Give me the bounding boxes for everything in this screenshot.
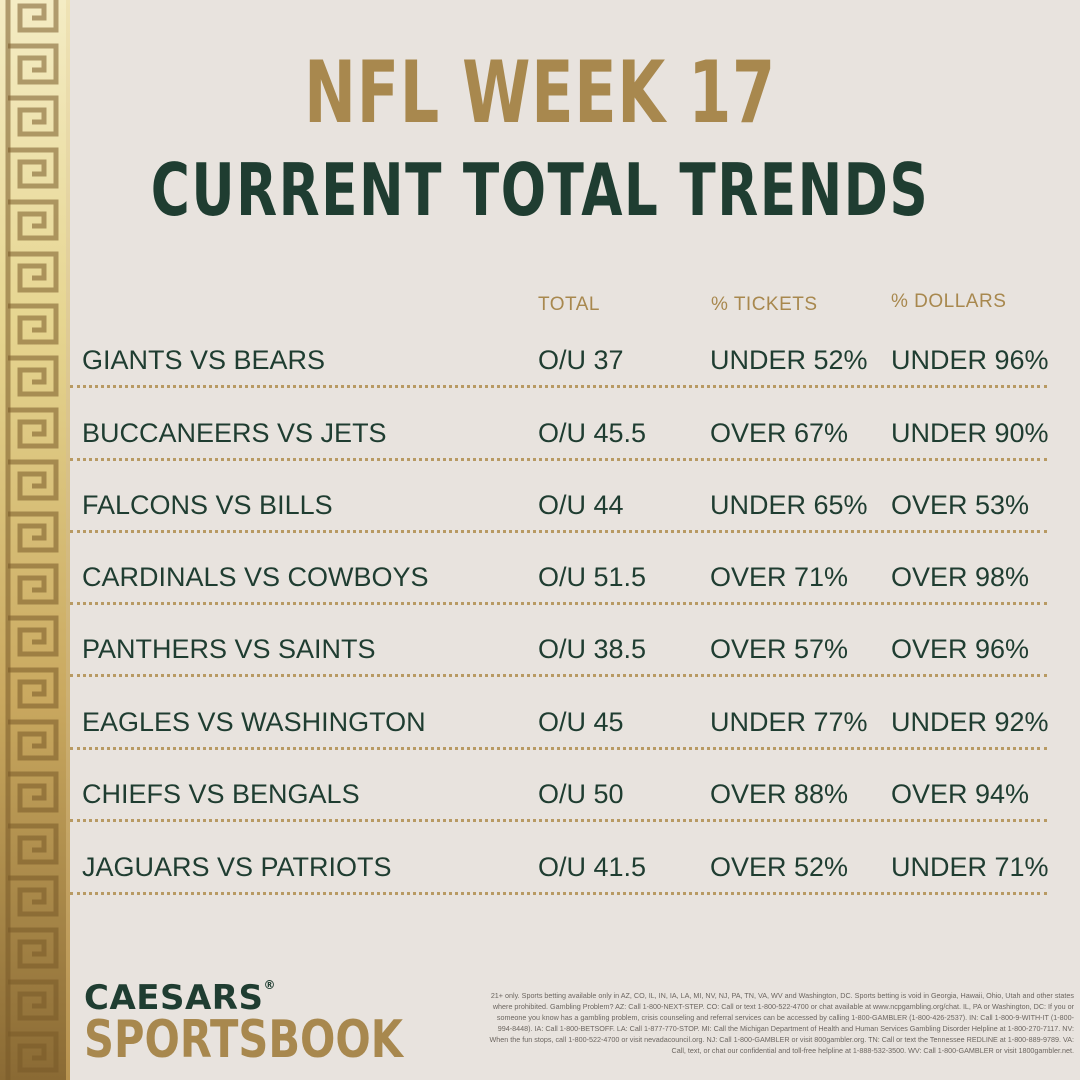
column-header-dollars: % DOLLARS — [891, 291, 1007, 312]
matchup-cell: BUCCANEERS VS JETS — [82, 418, 387, 448]
greek-key-segment — [8, 719, 59, 761]
total-cell: O/U 51.5 — [538, 562, 647, 592]
greek-key-border — [0, 0, 66, 1080]
matchup-cell: FALCONS VS BILLS — [82, 490, 333, 520]
table-row: PANTHERS VS SAINTS O/U 38.5 OVER 57% OVE… — [70, 634, 1047, 706]
dollars-cell: UNDER 71% — [891, 852, 1049, 882]
column-header-total: TOTAL — [538, 294, 600, 315]
total-cell: O/U 45.5 — [538, 418, 647, 448]
matchup-cell: PANTHERS VS SAINTS — [82, 634, 376, 664]
tickets-cell: UNDER 52% — [710, 345, 868, 375]
table-row: EAGLES VS WASHINGTON O/U 45 UNDER 77% UN… — [70, 707, 1049, 779]
greek-key-segment — [8, 511, 59, 553]
greek-key-segment — [8, 147, 59, 189]
greek-key-segment — [17, 0, 59, 33]
greek-key-segment — [8, 979, 59, 1021]
legal-disclaimer: 21+ only. Sports betting available only … — [489, 991, 1074, 1055]
dollars-cell: UNDER 92% — [891, 707, 1049, 737]
greek-key-segment — [8, 355, 59, 397]
total-cell: O/U 44 — [538, 490, 624, 520]
matchup-cell: CHIEFS VS BENGALS — [82, 779, 360, 809]
greek-key-segment — [8, 43, 59, 85]
table-row: CARDINALS VS COWBOYS O/U 51.5 OVER 71% O… — [70, 562, 1047, 634]
greek-key-segment — [8, 771, 59, 813]
table-row: BUCCANEERS VS JETS O/U 45.5 OVER 67% UND… — [70, 418, 1049, 490]
greek-key-segment — [8, 823, 59, 865]
tickets-cell: OVER 67% — [710, 418, 849, 448]
dollars-cell: OVER 94% — [891, 779, 1030, 809]
table-row: FALCONS VS BILLS O/U 44 UNDER 65% OVER 5… — [70, 490, 1047, 562]
tickets-cell: OVER 57% — [710, 634, 849, 664]
row-divider — [70, 458, 1047, 461]
tickets-cell: OVER 88% — [710, 779, 849, 809]
greek-key-segment — [8, 95, 59, 137]
caesars-logo: CAESARS® — [84, 978, 276, 1018]
greek-key-segment — [8, 563, 59, 605]
dollars-cell: OVER 53% — [891, 490, 1030, 520]
greek-key-segment — [8, 199, 59, 241]
table-row: JAGUARS VS PATRIOTS O/U 41.5 OVER 52% UN… — [70, 852, 1049, 924]
tickets-cell: OVER 52% — [710, 852, 849, 882]
tickets-cell: UNDER 77% — [710, 707, 868, 737]
row-divider — [70, 530, 1047, 533]
matchup-cell: EAGLES VS WASHINGTON — [82, 707, 426, 737]
greek-key-segment — [8, 251, 59, 293]
greek-key-segment — [8, 927, 59, 969]
page-subtitle: CURRENT TOTAL TRENDS — [150, 148, 930, 232]
row-divider — [70, 674, 1047, 677]
matchup-cell: GIANTS VS BEARS — [82, 345, 326, 375]
row-divider — [70, 819, 1047, 822]
logo-wordmark: CAESARS — [84, 978, 264, 1018]
dollars-cell: OVER 98% — [891, 562, 1030, 592]
tickets-cell: OVER 71% — [710, 562, 849, 592]
greek-key-segment — [8, 1031, 59, 1073]
table-row: GIANTS VS BEARS O/U 37 UNDER 52% UNDER 9… — [70, 345, 1049, 417]
sportsbook-logo: SPORTSBOOK — [84, 1010, 403, 1070]
greek-key-segment — [8, 303, 59, 345]
row-divider — [70, 602, 1047, 605]
greek-key-pattern — [5, 0, 59, 1080]
tickets-cell: UNDER 65% — [710, 490, 868, 520]
dollars-cell: UNDER 96% — [891, 345, 1049, 375]
page-title: NFL WEEK 17 — [304, 43, 776, 143]
matchup-cell: CARDINALS VS COWBOYS — [82, 562, 429, 592]
table-row: CHIEFS VS BENGALS O/U 50 OVER 88% OVER 9… — [70, 779, 1047, 851]
total-cell: O/U 41.5 — [538, 852, 647, 882]
greek-key-segment — [8, 407, 59, 449]
row-divider — [70, 747, 1047, 750]
column-header-tickets: % TICKETS — [711, 294, 818, 315]
total-cell: O/U 38.5 — [538, 634, 647, 664]
greek-key-segment — [8, 459, 59, 501]
greek-key-segment — [8, 615, 59, 657]
total-cell: O/U 50 — [538, 779, 624, 809]
row-divider — [70, 385, 1047, 388]
registered-mark: ® — [263, 978, 276, 992]
border-edge — [66, 0, 70, 1080]
dollars-cell: OVER 96% — [891, 634, 1030, 664]
dollars-cell: UNDER 90% — [891, 418, 1049, 448]
greek-key-segment — [8, 667, 59, 709]
row-divider — [70, 892, 1047, 895]
total-cell: O/U 37 — [538, 345, 624, 375]
greek-key-segment — [8, 875, 59, 917]
matchup-cell: JAGUARS VS PATRIOTS — [82, 852, 392, 882]
total-cell: O/U 45 — [538, 707, 624, 737]
